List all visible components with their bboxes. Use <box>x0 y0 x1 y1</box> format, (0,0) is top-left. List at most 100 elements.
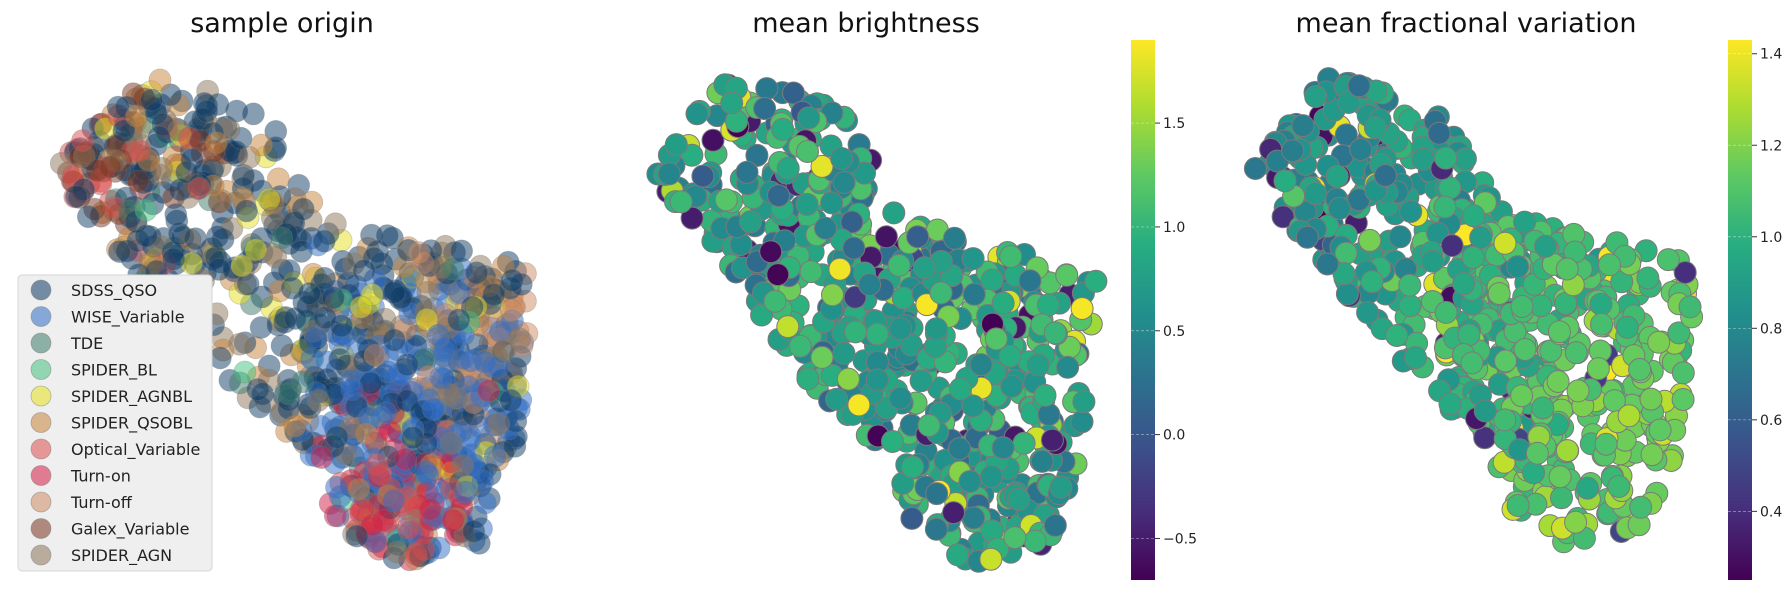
point-sdss-qso <box>112 119 136 143</box>
point <box>891 286 915 310</box>
point-sdss-qso <box>162 247 186 271</box>
point <box>1373 164 1397 187</box>
point <box>820 191 844 215</box>
point <box>1452 272 1476 296</box>
point-sdss-qso <box>401 426 425 450</box>
legend-label: SPIDER_AGNBL <box>71 387 192 407</box>
point <box>1243 157 1267 180</box>
point <box>767 184 790 208</box>
point-turn-on <box>418 497 442 521</box>
point <box>1427 121 1451 145</box>
point <box>1056 355 1080 379</box>
point-spider-agn <box>416 280 440 304</box>
legend-marker <box>30 359 52 380</box>
point <box>853 161 876 185</box>
point <box>909 369 933 393</box>
point-turn-off <box>363 343 387 367</box>
point-spider-bl <box>233 360 257 384</box>
point-sdss-qso <box>352 259 376 283</box>
point <box>1356 301 1380 324</box>
point <box>720 91 744 115</box>
point <box>766 263 790 287</box>
point <box>1404 346 1427 370</box>
point-galex-variable <box>98 155 122 179</box>
point <box>912 256 936 280</box>
point <box>763 289 787 313</box>
point-sdss-qso <box>450 239 474 263</box>
point-sdss-qso <box>208 346 232 370</box>
point <box>962 506 986 530</box>
point <box>844 320 867 344</box>
point <box>1589 292 1613 316</box>
colorbar-tick-label: 1.2 <box>1760 138 1782 154</box>
point-sdss-qso <box>235 199 258 223</box>
point <box>1291 114 1315 138</box>
point <box>685 102 709 126</box>
point <box>1440 234 1464 258</box>
point <box>1072 390 1096 414</box>
point-wise-variable <box>422 398 445 421</box>
point <box>887 253 911 277</box>
point <box>810 345 834 369</box>
legend-label: WISE_Variable <box>71 308 185 328</box>
panel3-colorbar <box>1728 40 1752 580</box>
point-turn-on <box>394 447 418 471</box>
point-optical-variable <box>396 516 420 540</box>
panel3-points <box>1243 67 1704 554</box>
point <box>788 334 812 358</box>
point <box>1564 510 1588 534</box>
point-wise-variable <box>374 401 398 425</box>
colorbar-tick-label: 0.4 <box>1760 504 1782 520</box>
legend-box <box>17 274 213 572</box>
point <box>1648 418 1672 442</box>
point-sdss-qso <box>270 334 294 358</box>
panel3-colorbar-ticks: 1.4 1.2 1.0 0.8 0.6 0.4 <box>1728 47 1782 520</box>
point <box>1271 205 1295 229</box>
point <box>961 394 985 418</box>
point-sdss-qso <box>328 347 352 371</box>
panel-mean-brightness: mean brightness 1.5 1.0 0.5 0.0 −0.5 <box>646 8 1197 580</box>
point-sdss-qso <box>134 224 158 248</box>
point <box>1469 226 1493 249</box>
point-sdss-qso <box>382 281 406 305</box>
point <box>1513 210 1537 234</box>
colorbar-tick-label: 0.8 <box>1760 321 1782 337</box>
point <box>1628 357 1652 381</box>
legend-marker <box>30 518 52 539</box>
point <box>889 317 912 341</box>
legend-marker <box>30 438 52 460</box>
point-sdss-qso <box>168 222 191 246</box>
point <box>925 482 949 506</box>
point <box>821 283 844 307</box>
point <box>1070 297 1094 320</box>
point-sdss-qso <box>246 378 270 401</box>
point <box>1598 253 1621 277</box>
point <box>832 171 856 194</box>
point <box>969 353 993 377</box>
point-spider-qsobl <box>204 131 228 155</box>
point <box>1510 384 1534 408</box>
point <box>949 377 972 401</box>
point <box>1036 293 1060 317</box>
point <box>1493 231 1517 255</box>
point <box>917 413 941 437</box>
point-wise-variable <box>340 378 364 401</box>
point-turn-off <box>407 241 431 265</box>
panel1-title: sample origin <box>190 8 374 39</box>
point <box>1033 383 1057 407</box>
point <box>735 160 759 184</box>
point <box>1043 513 1067 537</box>
panel3-title: mean fractional variation <box>1296 8 1637 39</box>
legend-label: TDE <box>70 334 103 353</box>
point <box>1678 295 1702 319</box>
point-sdss-qso <box>312 229 336 253</box>
point <box>1473 399 1497 423</box>
panel2-colorbar-ticks: 1.5 1.0 0.5 0.0 −0.5 <box>1131 116 1197 547</box>
point-sdss-qso <box>147 125 171 149</box>
panel-mean-fractional-variation: mean fractional variation 1.4 1.2 1.0 0.8 0.… <box>1243 8 1782 580</box>
point <box>1040 428 1064 452</box>
point-turn-on <box>310 446 334 470</box>
point <box>1513 338 1537 361</box>
legend-marker <box>30 491 52 513</box>
point-sdss-qso <box>447 308 471 332</box>
